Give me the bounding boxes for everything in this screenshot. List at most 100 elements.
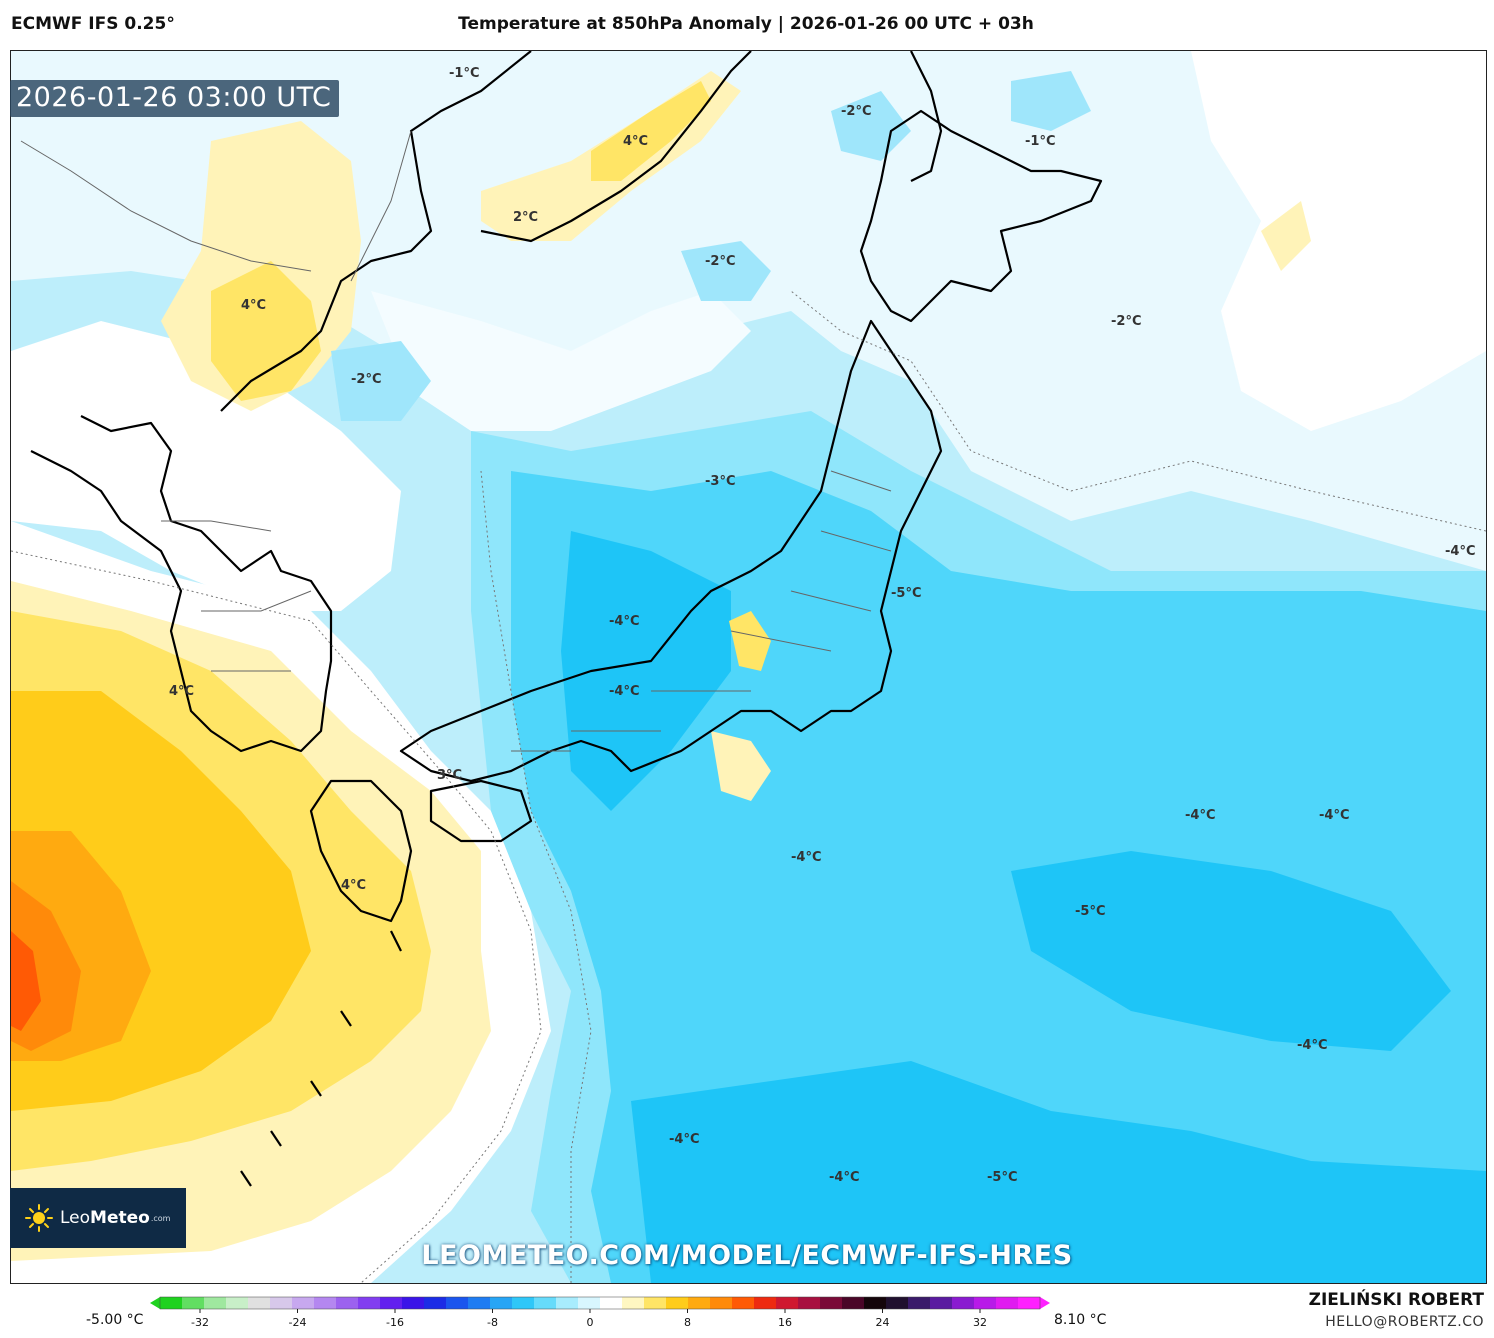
colorbar-cell [710,1297,733,1309]
white-zone-korea-north [11,321,401,611]
colorbar-cell [402,1297,425,1309]
contour-label: -5°C [987,1170,1017,1185]
colorbar-cell [226,1297,249,1309]
coast-honshu [399,319,943,783]
colorbar-cell [732,1297,755,1309]
valid-time-badge: 2026-01-26 03:00 UTC [10,80,340,117]
logo-brand-bold: Meteo [90,1208,150,1228]
coast-hokkaido [859,109,1103,323]
border-china-russia [20,130,412,282]
colorbar-cell [160,1297,183,1309]
near-zero-zone-north [11,51,1486,571]
colorbar-cell [776,1297,799,1309]
colorbar: -32 -24 -16 -8 0 8 16 24 32 [150,1296,1050,1329]
colorbar-cell [798,1297,821,1309]
colorbar-cell [314,1297,337,1309]
colorbar-cell [864,1297,887,1309]
border-korea [161,520,312,672]
contour-label: -4°C [1445,544,1475,559]
colorbar-tick-label: -16 [386,1316,404,1329]
contour-label: -4°C [791,850,821,865]
cool-pocket-north-4 [1011,71,1091,131]
colorbar-min-label: -5.00 °C [86,1312,144,1328]
colorbar-tick-label: 24 [876,1316,890,1329]
colorbar-cell [578,1297,601,1309]
colorbar-cell [930,1297,953,1309]
contour-label: -1°C [449,66,479,81]
logo-domain: .com [150,1213,171,1223]
colorbar-cell [622,1297,645,1309]
colorbar-tick-label: -24 [289,1316,307,1329]
leometeo-logo[interactable]: LeoMeteo .com [10,1188,186,1248]
colorbar-cell [534,1297,557,1309]
coast-amur [480,51,752,243]
model-name: ECMWF IFS 0.25° [11,14,175,34]
temperature-anomaly-map: -1°C 4°C -2°C -1°C 2°C -2°C 4°C -2°C -2°… [11,51,1486,1283]
colorbar-cell [204,1297,227,1309]
coastlines [30,51,1103,1187]
cool-pocket-north-2 [331,341,431,421]
colorbar-cells [150,1296,1050,1310]
colorbar-cell [446,1297,469,1309]
coast-ryukyu [240,930,402,1187]
colorbar-cell [974,1297,997,1309]
contour-label: -2°C [841,104,871,119]
contour-label: -3°C [705,474,735,489]
colorbar-cell [468,1297,491,1309]
contour-label: -5°C [891,586,921,601]
colorbar-tick-label: -32 [191,1316,209,1329]
map-panel[interactable]: -1°C 4°C -2°C -1°C 2°C -2°C 4°C -2°C -2°… [10,50,1487,1284]
coast-kyushu [309,779,413,923]
contour-label: 2°C [513,210,538,225]
contour-label: 4°C [341,878,366,893]
contour-label: -1°C [1025,134,1055,149]
warm-anomaly-6 [11,931,41,1031]
colorbar-cell [688,1297,711,1309]
warm-pocket-honshu [729,611,771,671]
white-zone-sea-japan [371,291,751,431]
chart-title-text: Temperature at 850hPa Anomaly | 2026-01-… [458,14,1034,34]
colorbar-cell [490,1297,513,1309]
contour-label: -4°C [1297,1038,1327,1053]
cool-anomaly-3c [561,531,731,811]
contour-lines [11,290,1486,1283]
contour-label: -2°C [351,372,381,387]
contour-minus4 [480,470,592,1283]
warm-anomaly-2-north [211,261,321,401]
coast-northeast-asia [220,51,532,412]
colorbar-cell [424,1297,447,1309]
contour-zero-north [790,290,1486,532]
colorbar-cell [820,1297,843,1309]
author-email[interactable]: HELLO@ROBERTZ.CO [1325,1314,1484,1330]
warm-anomaly-2-amur [591,81,711,181]
borders [20,130,892,752]
colorbar-high-arrow [1040,1297,1050,1309]
colorbar-cell [556,1297,579,1309]
contour-label: 3°C [437,768,462,783]
colorbar-cell [754,1297,777,1309]
colorbar-cell [886,1297,909,1309]
colorbar-cell [842,1297,865,1309]
colorbar-tick-label: 0 [587,1316,594,1329]
contour-label: -5°C [1075,904,1105,919]
colorbar-cell [600,1297,623,1309]
logo-brand-light: Leo [60,1208,91,1228]
colorbar-cell [380,1297,403,1309]
colorbar-cell [512,1297,535,1309]
contour-label: 4°C [241,298,266,313]
sun-icon [25,1204,53,1232]
colorbar-cell [358,1297,381,1309]
cool-pocket-north-3 [831,91,911,161]
contour-label: -4°C [829,1170,859,1185]
logo-wordmark: LeoMeteo [60,1208,150,1228]
cool-anomaly-3 [631,1061,1486,1283]
contour-label: 4°C [169,684,194,699]
colorbar-cell [996,1297,1019,1309]
colorbar-ticks: -32 -24 -16 -8 0 8 16 24 32 [191,1309,987,1329]
colorbar-tick-label: -8 [487,1316,498,1329]
coast-shikoku [429,779,533,843]
model-url-watermark: LEOMETEO.COM/MODEL/ECMWF-IFS-HRES [421,1240,1073,1271]
colorbar-cell [644,1297,667,1309]
coast-sakhalin [910,51,943,182]
colorbar-cell [336,1297,359,1309]
